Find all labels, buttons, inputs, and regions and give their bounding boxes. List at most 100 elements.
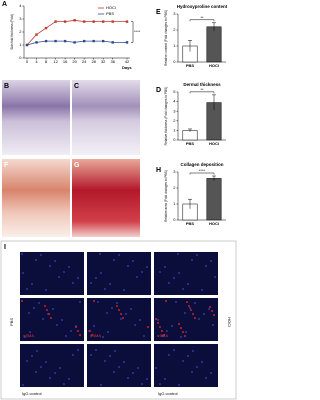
group-label: PBS: [9, 318, 14, 326]
x-tick-label: 0: [26, 59, 29, 64]
nucleus: [123, 289, 125, 291]
nucleus: [210, 260, 212, 262]
x-tick-label: 28: [91, 59, 96, 64]
nucleus: [164, 378, 166, 380]
nucleus: [191, 371, 193, 373]
y-tick-label: 0: [19, 55, 22, 60]
nucleus: [52, 308, 54, 310]
nucleus: [100, 384, 102, 386]
nucleus: [38, 302, 40, 304]
y-tick-label: 1: [19, 42, 22, 47]
point: [92, 20, 95, 23]
nucleus: [79, 301, 81, 303]
nucleus: [90, 354, 92, 356]
nucleus: [161, 335, 163, 337]
nucleus: [100, 272, 102, 274]
sig-bracket: [189, 91, 215, 94]
sig-bracket: [131, 21, 134, 43]
nucleus: [49, 377, 51, 379]
nucleus: [159, 271, 161, 273]
y-tick-label: 2: [19, 29, 22, 34]
fluorescence-image: [20, 344, 84, 387]
point: [63, 20, 67, 23]
nucleus: [95, 277, 97, 279]
y-tick-label: 0: [173, 137, 176, 142]
nucleus: [28, 312, 30, 314]
y-tick-label: 1: [173, 43, 176, 48]
nucleus: [201, 361, 203, 363]
nucleus: [59, 367, 61, 369]
nucleus: [104, 288, 106, 290]
x-tick-label: HOCl: [209, 221, 219, 226]
nucleus: [182, 288, 184, 290]
nucleus: [205, 265, 207, 267]
panel-label: E: [156, 9, 161, 16]
marker-label: αSMA: [157, 333, 168, 338]
fluorescence-image: [87, 252, 151, 295]
nucleus: [178, 272, 180, 274]
fluorescence-image: [154, 252, 218, 295]
y-tick-label: 2: [173, 185, 176, 190]
nucleus: [26, 288, 28, 290]
error-bar: [212, 175, 216, 181]
nucleus: [166, 330, 168, 332]
signal: [90, 333, 94, 337]
nucleus: [139, 319, 141, 321]
nucleus: [31, 283, 33, 285]
x-tick-label: 16: [63, 59, 68, 64]
nucleus: [187, 355, 189, 357]
nucleus: [173, 349, 175, 351]
nucleus: [63, 271, 65, 273]
y-tick-label: 3: [173, 169, 176, 174]
nucleus: [146, 378, 148, 380]
point: [111, 41, 114, 44]
nucleus: [113, 371, 115, 373]
nucleus: [184, 312, 186, 314]
x-tick-label: 36: [110, 59, 115, 64]
nucleus: [54, 372, 56, 374]
nucleus: [65, 335, 67, 337]
nucleus: [132, 260, 134, 262]
chart-title: Hydroxyproline content: [177, 4, 228, 9]
x-tick-label: HOCl: [209, 141, 219, 146]
signal: [181, 330, 185, 334]
nucleus: [24, 336, 26, 338]
fluorescence-image: [154, 298, 218, 341]
nucleus: [21, 253, 23, 255]
signal: [115, 304, 119, 308]
x-tick-label: 12: [53, 59, 58, 64]
signal: [187, 304, 191, 308]
nucleus: [109, 283, 111, 285]
signal: [210, 309, 214, 313]
nucleus: [72, 282, 74, 284]
nucleus: [22, 272, 24, 274]
point: [63, 39, 67, 43]
nucleus: [118, 366, 120, 368]
signal: [162, 333, 166, 337]
y-axis-label: Relative content (Fold changes to PBS): [164, 10, 168, 66]
image-g: [72, 159, 140, 237]
nucleus: [210, 372, 212, 374]
error-bar: [188, 128, 192, 132]
y-tick-label: 0: [173, 59, 176, 64]
nucleus: [58, 276, 60, 278]
nucleus: [192, 350, 194, 352]
signal: [74, 325, 78, 329]
nucleus: [29, 331, 31, 333]
x-tick-label: 32: [101, 59, 106, 64]
nucleus: [26, 360, 28, 362]
nucleus: [137, 367, 139, 369]
nucleus: [70, 330, 72, 332]
nucleus: [99, 253, 101, 255]
signal: [164, 299, 168, 303]
x-tick-label: PBS: [186, 221, 195, 226]
nucleus: [114, 350, 116, 352]
image-f: [2, 159, 70, 237]
error-bar: [212, 22, 216, 31]
signal: [191, 312, 195, 316]
y-tick-label: 1: [173, 127, 176, 132]
point: [25, 43, 29, 47]
nucleus: [63, 383, 65, 385]
fluorescence-image: [87, 344, 151, 387]
point: [44, 26, 48, 30]
